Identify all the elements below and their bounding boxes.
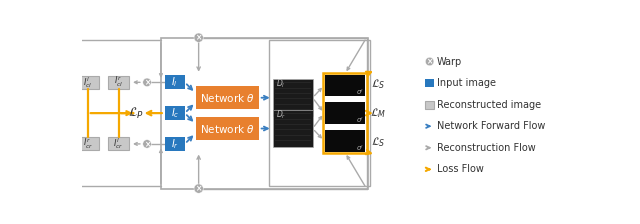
- Bar: [325, 75, 365, 96]
- Bar: [108, 76, 129, 89]
- Text: Reconstruction Flow: Reconstruction Flow: [436, 143, 535, 153]
- Circle shape: [194, 184, 204, 193]
- Text: $\sigma'$: $\sigma'$: [356, 87, 364, 97]
- Text: Warp: Warp: [436, 56, 462, 67]
- Text: $D_l$: $D_l$: [276, 78, 285, 90]
- Text: $\mathcal{L}_S$: $\mathcal{L}_S$: [371, 136, 385, 149]
- Text: Network Forward Flow: Network Forward Flow: [436, 121, 545, 131]
- Bar: [77, 76, 99, 89]
- Text: $I_r$: $I_r$: [171, 137, 179, 151]
- Text: $\sigma'$: $\sigma'$: [356, 115, 364, 125]
- Text: ×: ×: [144, 78, 150, 87]
- Text: Network $\theta$: Network $\theta$: [200, 92, 255, 104]
- Bar: [161, 38, 368, 189]
- Text: $\mathcal{L}_M$: $\mathcal{L}_M$: [370, 106, 386, 120]
- Text: ×: ×: [195, 185, 202, 194]
- Bar: [196, 86, 259, 109]
- Text: $I_l$: $I_l$: [172, 75, 178, 89]
- Text: $I_{cr}^{r}$: $I_{cr}^{r}$: [83, 137, 93, 151]
- Circle shape: [143, 140, 151, 148]
- Text: $I_{cr}^{l}$: $I_{cr}^{l}$: [113, 136, 124, 151]
- Bar: [273, 110, 312, 147]
- Text: $I_c$: $I_c$: [170, 106, 179, 120]
- Bar: [164, 106, 185, 120]
- Bar: [425, 101, 435, 108]
- Circle shape: [143, 78, 151, 86]
- Bar: [164, 75, 185, 89]
- Text: $D_r$: $D_r$: [276, 108, 286, 121]
- Text: Input image: Input image: [436, 78, 495, 88]
- Bar: [77, 137, 99, 151]
- Text: ×: ×: [195, 34, 202, 43]
- Text: $\sigma'$: $\sigma'$: [356, 143, 364, 153]
- Text: ×: ×: [144, 140, 150, 149]
- Text: Reconstructed image: Reconstructed image: [436, 100, 541, 110]
- Circle shape: [426, 57, 434, 66]
- Text: $\mathcal{L}_S$: $\mathcal{L}_S$: [371, 77, 385, 91]
- Bar: [325, 130, 365, 152]
- Bar: [164, 137, 185, 151]
- Bar: [425, 79, 435, 87]
- Bar: [196, 117, 259, 140]
- Bar: [325, 102, 365, 124]
- Text: $\mathcal{L}_P$: $\mathcal{L}_P$: [128, 106, 144, 121]
- Text: Network $\theta$: Network $\theta$: [200, 123, 255, 135]
- Bar: [273, 79, 312, 116]
- Bar: [323, 73, 367, 153]
- Text: $I_{cl}^{r}$: $I_{cl}^{r}$: [114, 75, 124, 89]
- Bar: [108, 137, 129, 151]
- Text: ×: ×: [426, 57, 433, 66]
- Circle shape: [194, 33, 204, 42]
- Text: Loss Flow: Loss Flow: [436, 164, 483, 174]
- Text: $I_{cl}^{l}$: $I_{cl}^{l}$: [83, 75, 92, 90]
- Bar: [269, 40, 369, 186]
